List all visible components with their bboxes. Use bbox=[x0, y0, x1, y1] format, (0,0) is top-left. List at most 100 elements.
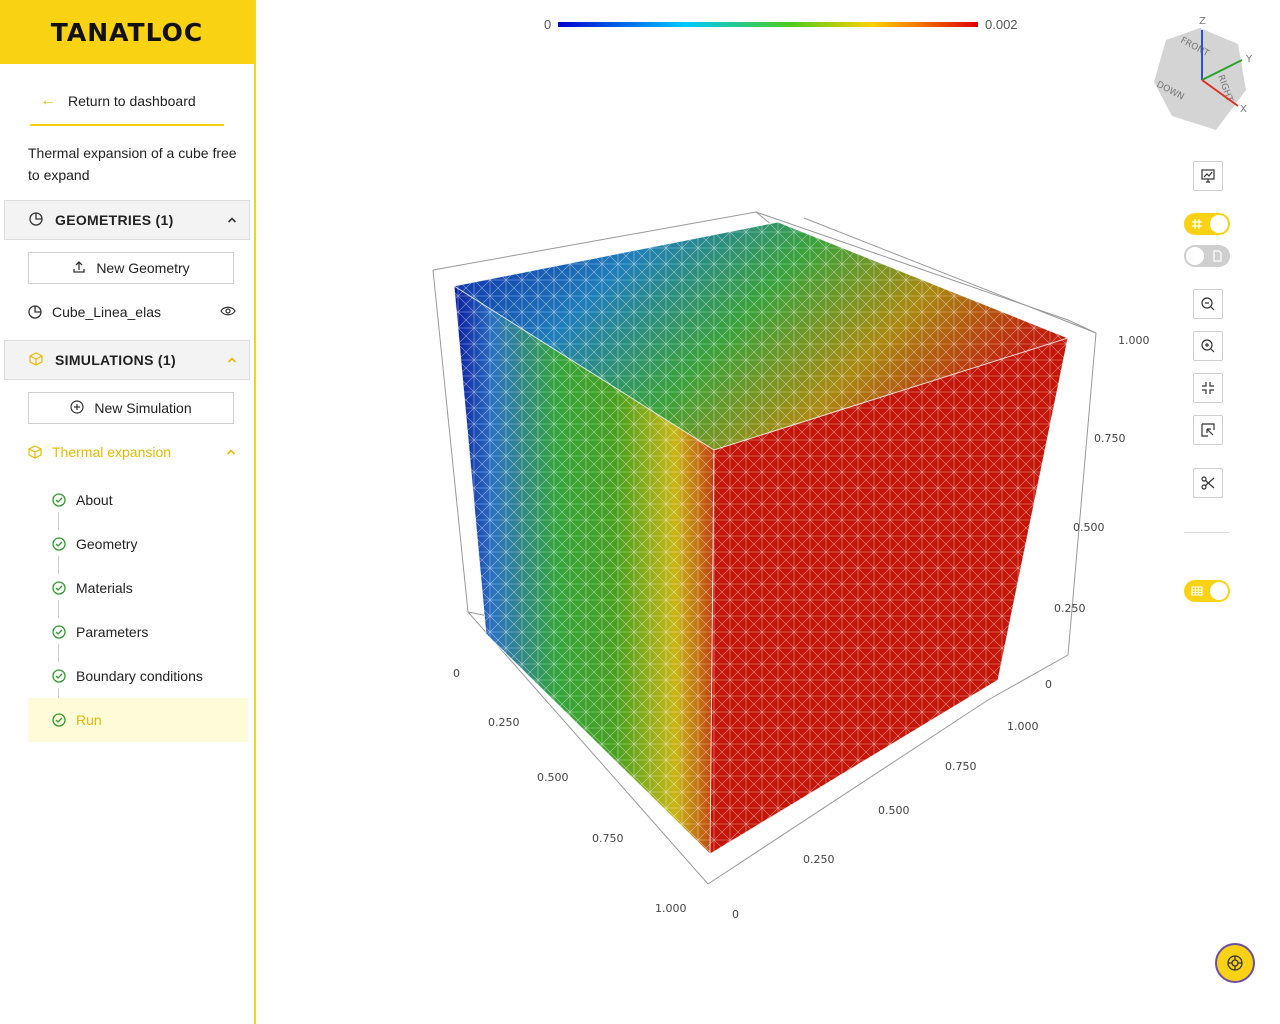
step-parameters[interactable]: Parameters bbox=[28, 610, 248, 662]
step-label: Run bbox=[76, 712, 102, 728]
step-label: Geometry bbox=[76, 536, 138, 552]
step-connector bbox=[58, 688, 59, 706]
tick-left: 0.750 bbox=[592, 832, 624, 845]
table-icon bbox=[1191, 586, 1203, 596]
step-geometry[interactable]: Geometry bbox=[28, 522, 248, 574]
toggle-knob bbox=[1186, 247, 1204, 265]
check-circle-icon bbox=[52, 625, 66, 639]
step-connector bbox=[58, 512, 59, 530]
new-simulation-label: New Simulation bbox=[94, 400, 192, 416]
tick-right: 0 bbox=[732, 908, 739, 921]
select-arrow-icon bbox=[1201, 423, 1215, 437]
tick-left: 0 bbox=[453, 667, 460, 680]
step-about[interactable]: About bbox=[28, 478, 248, 530]
snapshot-button[interactable] bbox=[1193, 161, 1223, 191]
colorbar-max: 0.002 bbox=[985, 17, 1018, 32]
project-description: Thermal expansion of a cube free to expa… bbox=[28, 145, 237, 183]
cube-plot[interactable] bbox=[258, 0, 1280, 1024]
zoom-out-icon bbox=[1201, 297, 1215, 311]
simulation-item[interactable]: Thermal expansion bbox=[28, 436, 236, 468]
check-circle-icon bbox=[52, 537, 66, 551]
step-connector bbox=[58, 644, 59, 662]
check-circle-icon bbox=[52, 669, 66, 683]
tick-vertical: 0.250 bbox=[1054, 602, 1086, 615]
simulation-steps: About Geometry Materials Parameters Boun… bbox=[28, 478, 248, 742]
compress-icon bbox=[1202, 382, 1214, 394]
tick-vertical: 0.750 bbox=[1094, 432, 1126, 445]
step-label: About bbox=[76, 492, 113, 508]
chevron-up-icon bbox=[227, 355, 237, 365]
tick-left: 0.250 bbox=[488, 716, 520, 729]
orientation-y-label: Y bbox=[1245, 54, 1253, 65]
check-circle-icon bbox=[52, 713, 66, 727]
colorbar-min: 0 bbox=[544, 17, 552, 32]
arrow-left-icon: ← bbox=[40, 92, 56, 109]
tick-left: 0.500 bbox=[537, 771, 569, 784]
tick-vertical: 1.000 bbox=[1118, 334, 1150, 347]
toolbar-divider bbox=[1184, 532, 1230, 533]
geometries-section-header[interactable]: GEOMETRIES (1) bbox=[4, 200, 250, 240]
new-simulation-button[interactable]: New Simulation bbox=[28, 392, 234, 424]
toggle-knob bbox=[1210, 215, 1228, 233]
zoom-out-button[interactable] bbox=[1193, 289, 1223, 319]
geometry-item-label: Cube_Linea_elas bbox=[52, 304, 161, 320]
new-geometry-label: New Geometry bbox=[96, 260, 190, 276]
zoom-in-icon bbox=[1201, 339, 1215, 353]
grid-hash-icon bbox=[1192, 219, 1202, 229]
simulations-header-label: SIMULATIONS (1) bbox=[55, 352, 176, 368]
check-circle-icon bbox=[52, 493, 66, 507]
geometry-icon bbox=[29, 212, 45, 228]
eye-icon[interactable] bbox=[220, 304, 236, 320]
toggle-knob bbox=[1210, 582, 1228, 600]
step-label: Boundary conditions bbox=[76, 668, 203, 684]
check-circle-icon bbox=[52, 581, 66, 595]
grid-toggle[interactable] bbox=[1184, 213, 1230, 235]
help-button[interactable] bbox=[1215, 943, 1255, 983]
return-to-dashboard-link[interactable]: ← Return to dashboard bbox=[30, 78, 224, 126]
file-icon bbox=[1213, 250, 1222, 262]
step-materials[interactable]: Materials bbox=[28, 566, 248, 618]
colorbar bbox=[558, 22, 978, 27]
simulations-section-header[interactable]: SIMULATIONS (1) bbox=[4, 340, 250, 380]
cube-right-face-mesh bbox=[710, 338, 1068, 854]
orientation-gizmo[interactable]: FRONT RIGHT DOWN Z Y X bbox=[1142, 12, 1262, 132]
clip-button[interactable] bbox=[1193, 468, 1223, 498]
tick-right: 0.750 bbox=[945, 760, 977, 773]
fit-view-button[interactable] bbox=[1193, 373, 1223, 403]
scissors-icon bbox=[1201, 476, 1215, 490]
step-connector bbox=[58, 600, 59, 618]
step-run[interactable]: Run bbox=[28, 698, 248, 742]
step-connector bbox=[58, 556, 59, 574]
step-label: Parameters bbox=[76, 624, 149, 640]
logo[interactable]: TANATLOC bbox=[50, 17, 204, 47]
sidebar: TANATLOC ← Return to dashboard Thermal e… bbox=[0, 0, 256, 1024]
cube-icon bbox=[29, 352, 45, 368]
cube-edges bbox=[452, 221, 1070, 855]
step-boundary-conditions[interactable]: Boundary conditions bbox=[28, 654, 248, 706]
step-label: Materials bbox=[76, 580, 133, 596]
tick-left: 1.000 bbox=[655, 902, 687, 915]
cube-top-face-mesh bbox=[454, 222, 1068, 450]
logo-bar: TANATLOC bbox=[0, 0, 254, 64]
orientation-x-label: X bbox=[1240, 104, 1247, 115]
table-toggle[interactable] bbox=[1184, 580, 1230, 602]
orientation-z-label: Z bbox=[1199, 16, 1206, 27]
mesh-toggle[interactable] bbox=[1184, 245, 1230, 267]
chevron-up-icon bbox=[227, 215, 237, 225]
3d-viewer[interactable]: 0 0.002 bbox=[258, 0, 1280, 1024]
upload-icon bbox=[72, 260, 86, 277]
simulation-item-label: Thermal expansion bbox=[52, 444, 172, 460]
geometries-header-label: GEOMETRIES (1) bbox=[55, 212, 174, 228]
tick-right: 1.000 bbox=[1007, 720, 1039, 733]
cube-icon bbox=[28, 445, 42, 459]
chevron-up-icon bbox=[226, 447, 236, 457]
select-zoom-button[interactable] bbox=[1193, 415, 1223, 445]
geometry-icon bbox=[28, 305, 42, 319]
zoom-in-button[interactable] bbox=[1193, 331, 1223, 361]
tick-vertical: 0 bbox=[1045, 678, 1052, 691]
return-to-dashboard-label: Return to dashboard bbox=[68, 93, 196, 109]
geometry-item[interactable]: Cube_Linea_elas bbox=[28, 296, 236, 328]
tick-right: 0.250 bbox=[803, 853, 835, 866]
new-geometry-button[interactable]: New Geometry bbox=[28, 252, 234, 284]
tick-vertical: 0.500 bbox=[1073, 521, 1105, 534]
